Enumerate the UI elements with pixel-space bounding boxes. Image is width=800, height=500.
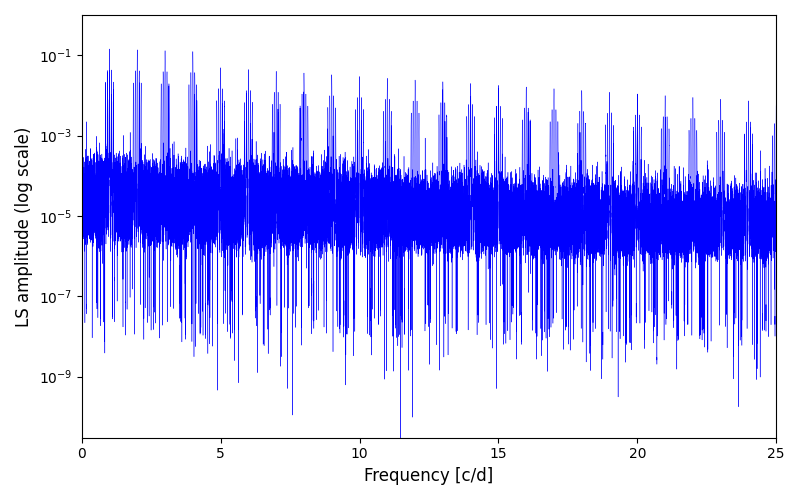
X-axis label: Frequency [c/d]: Frequency [c/d] [364, 467, 494, 485]
Y-axis label: LS amplitude (log scale): LS amplitude (log scale) [15, 126, 33, 326]
